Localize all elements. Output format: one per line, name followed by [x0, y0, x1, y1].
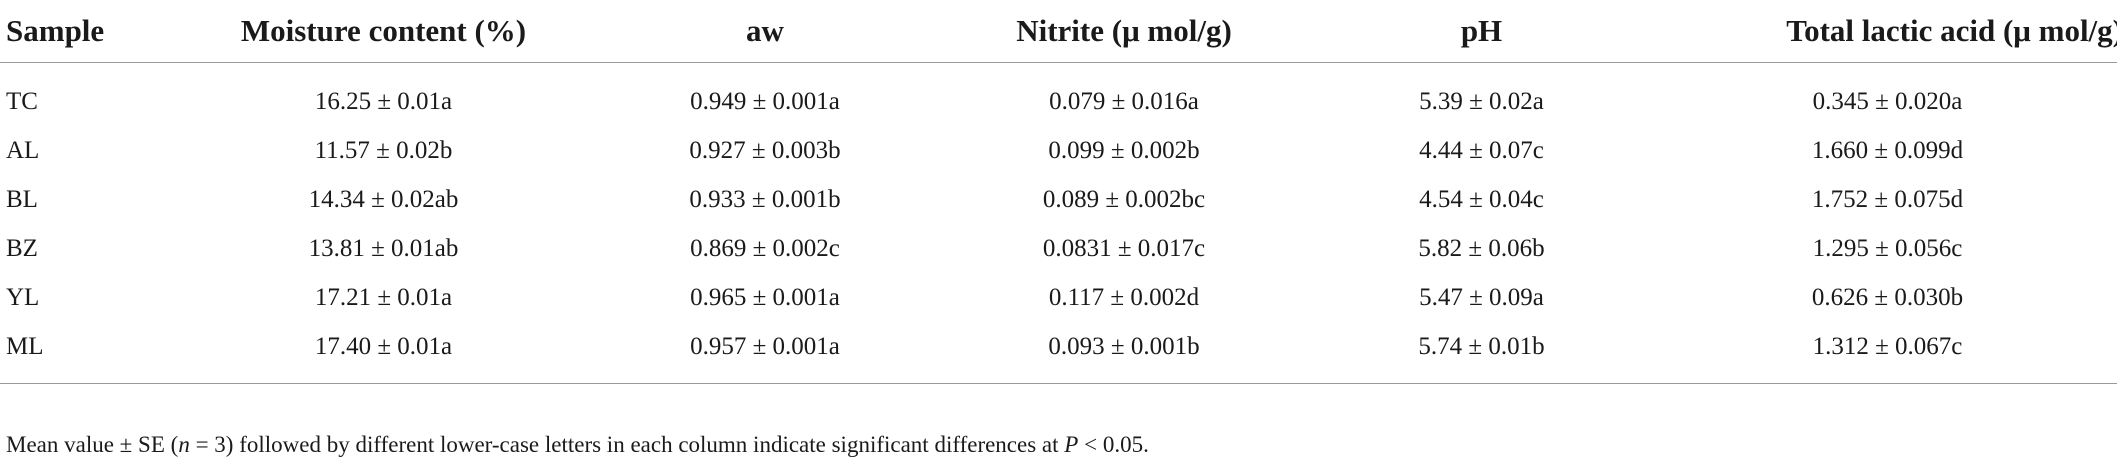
cell-ph: 5.39 ± 0.02a	[1419, 87, 1544, 115]
cell-nitrite: 0.0831 ± 0.017c	[1042, 234, 1206, 262]
table-header: Sample Moisture content (%) aw Nitrite (…	[0, 0, 2117, 63]
cell-moisture: 13.81 ± 0.01ab	[308, 234, 459, 262]
cell-aw: 0.933 ± 0.001b	[689, 185, 841, 213]
cell-aw: 0.965 ± 0.001a	[690, 283, 840, 311]
footnote-text-1: Mean value ± SE (	[6, 432, 179, 457]
cell-ph: 5.47 ± 0.09a	[1419, 283, 1544, 311]
cell-moisture: 11.57 ± 0.02b	[314, 136, 453, 164]
header-moisture: Moisture content (%)	[166, 0, 601, 63]
cell-nitrite: 0.089 ± 0.002bc	[1042, 185, 1206, 213]
table-row: AL 11.57 ± 0.02b 0.927 ± 0.003b 0.099 ± …	[0, 126, 2117, 175]
table-footnote: Mean value ± SE (n = 3) followed by diff…	[6, 432, 1149, 458]
cell-ph: 5.74 ± 0.01b	[1319, 322, 1644, 384]
cell-sample: BZ	[6, 234, 38, 262]
table-row: TC 16.25 ± 0.01a 0.949 ± 0.001a 0.079 ± …	[0, 63, 2117, 127]
cell-ph: 4.54 ± 0.04c	[1419, 185, 1544, 213]
footnote-n-variable: n	[178, 432, 190, 457]
footnote-text-2: = 3) followed by different lower-case le…	[189, 432, 1065, 457]
cell-lactic-acid: 1.752 ± 0.075d	[1811, 185, 1964, 213]
cell-aw: 0.949 ± 0.001a	[690, 87, 840, 115]
cell-ph: 4.44 ± 0.07c	[1419, 136, 1544, 164]
table-row: BL 14.34 ± 0.02ab 0.933 ± 0.001b 0.089 ±…	[0, 175, 2117, 224]
cell-lactic-acid: 0.345 ± 0.020a	[1812, 87, 1963, 115]
cell-lactic-acid: 1.295 ± 0.056c	[1812, 234, 1963, 262]
header-row: Sample Moisture content (%) aw Nitrite (…	[0, 0, 2117, 63]
cell-nitrite: 0.099 ± 0.002b	[1048, 136, 1200, 164]
cell-sample: ML	[0, 322, 166, 384]
cell-lactic-acid: 0.626 ± 0.030b	[1811, 283, 1964, 311]
cell-sample: AL	[6, 136, 40, 164]
cell-lactic-acid: 1.660 ± 0.099d	[1811, 136, 1964, 164]
header-sample: Sample	[0, 0, 166, 63]
cell-nitrite: 0.093 ± 0.001b	[929, 322, 1319, 384]
cell-nitrite: 0.079 ± 0.016a	[1049, 87, 1199, 115]
cell-moisture: 17.40 ± 0.01a	[166, 322, 601, 384]
cell-aw: 0.869 ± 0.002c	[690, 234, 840, 262]
header-lactic-acid: Total lactic acid (μ mol/g)	[1644, 0, 2117, 63]
footnote-p-variable: P	[1064, 432, 1079, 457]
header-nitrite: Nitrite (μ mol/g)	[929, 0, 1319, 63]
table-row: BZ 13.81 ± 0.01ab 0.869 ± 0.002c 0.0831 …	[0, 224, 2117, 273]
header-aw: aw	[601, 0, 929, 63]
cell-nitrite: 0.117 ± 0.002d	[1048, 283, 1200, 311]
cell-aw: 0.927 ± 0.003b	[689, 136, 841, 164]
cell-sample: YL	[6, 283, 40, 311]
cell-ph: 5.82 ± 0.06b	[1418, 234, 1545, 262]
table-row: ML 17.40 ± 0.01a 0.957 ± 0.001a 0.093 ± …	[0, 322, 2117, 384]
cell-moisture: 16.25 ± 0.01a	[314, 87, 453, 115]
data-table: Sample Moisture content (%) aw Nitrite (…	[0, 0, 2117, 384]
table-row: YL 17.21 ± 0.01a 0.965 ± 0.001a 0.117 ± …	[0, 273, 2117, 322]
cell-moisture: 17.21 ± 0.01a	[314, 283, 453, 311]
table-body: TC 16.25 ± 0.01a 0.949 ± 0.001a 0.079 ± …	[0, 63, 2117, 384]
cell-moisture: 14.34 ± 0.02ab	[308, 185, 459, 213]
cell-lactic-acid: 1.312 ± 0.067c	[1644, 322, 2117, 384]
cell-sample: BL	[6, 185, 38, 213]
header-ph: pH	[1319, 0, 1644, 63]
cell-sample: TC	[6, 87, 38, 115]
cell-aw: 0.957 ± 0.001a	[601, 322, 929, 384]
footnote-text-3: < 0.05.	[1078, 432, 1149, 457]
